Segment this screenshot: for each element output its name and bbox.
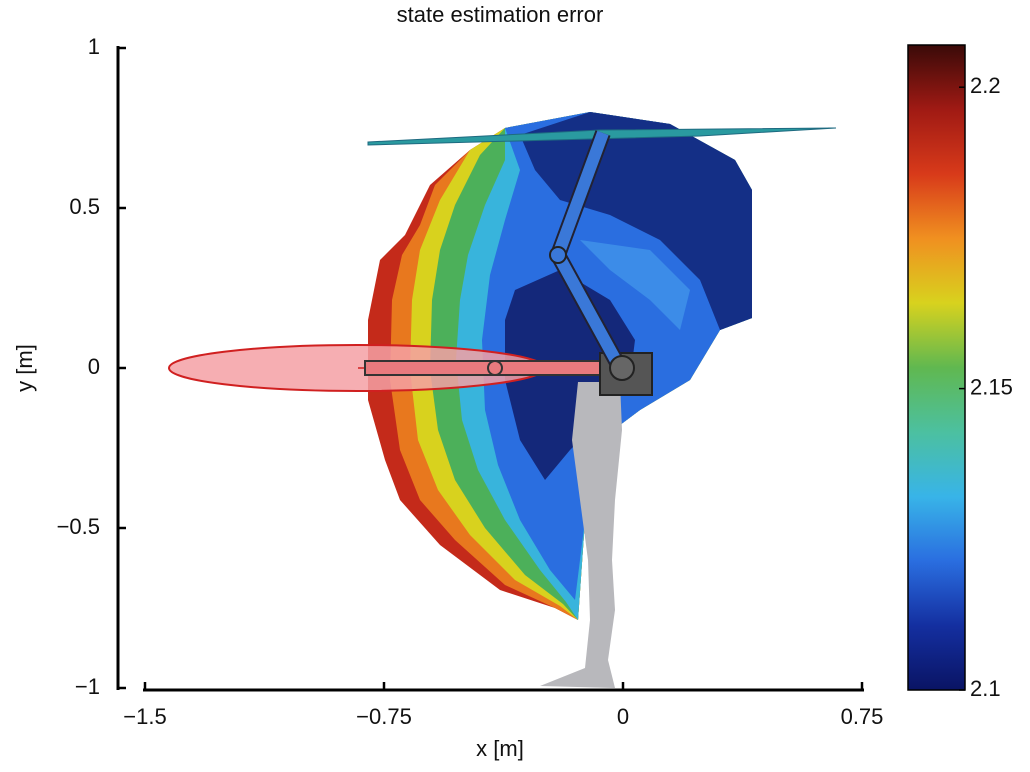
x-tick-label: −1.5 <box>123 704 166 729</box>
y-axis-label: y [m] <box>12 344 37 392</box>
colorbar-tick-label: 2.2 <box>970 73 1001 98</box>
y-tick-label: −0.5 <box>57 514 100 539</box>
human-figure <box>540 382 622 688</box>
robot-arm <box>168 130 653 396</box>
contour-band <box>580 240 690 330</box>
colorbar <box>907 44 966 691</box>
colorbar-tick-label: 2.15 <box>970 374 1013 399</box>
x-tick-label: 0 <box>617 704 629 729</box>
contour-band <box>520 112 752 330</box>
y-tick-label: −1 <box>75 674 100 699</box>
x-tick-label: −0.75 <box>356 704 412 729</box>
x-tick-label: 0.75 <box>841 704 884 729</box>
colorbar-tick-label: 2.1 <box>970 676 1001 701</box>
y-tick-label: 1 <box>88 34 100 59</box>
y-tick-label: 0 <box>88 354 100 379</box>
chart-title: state estimation error <box>397 2 604 27</box>
y-tick-label: 0.5 <box>69 194 100 219</box>
x-axis-label: x [m] <box>476 736 524 761</box>
